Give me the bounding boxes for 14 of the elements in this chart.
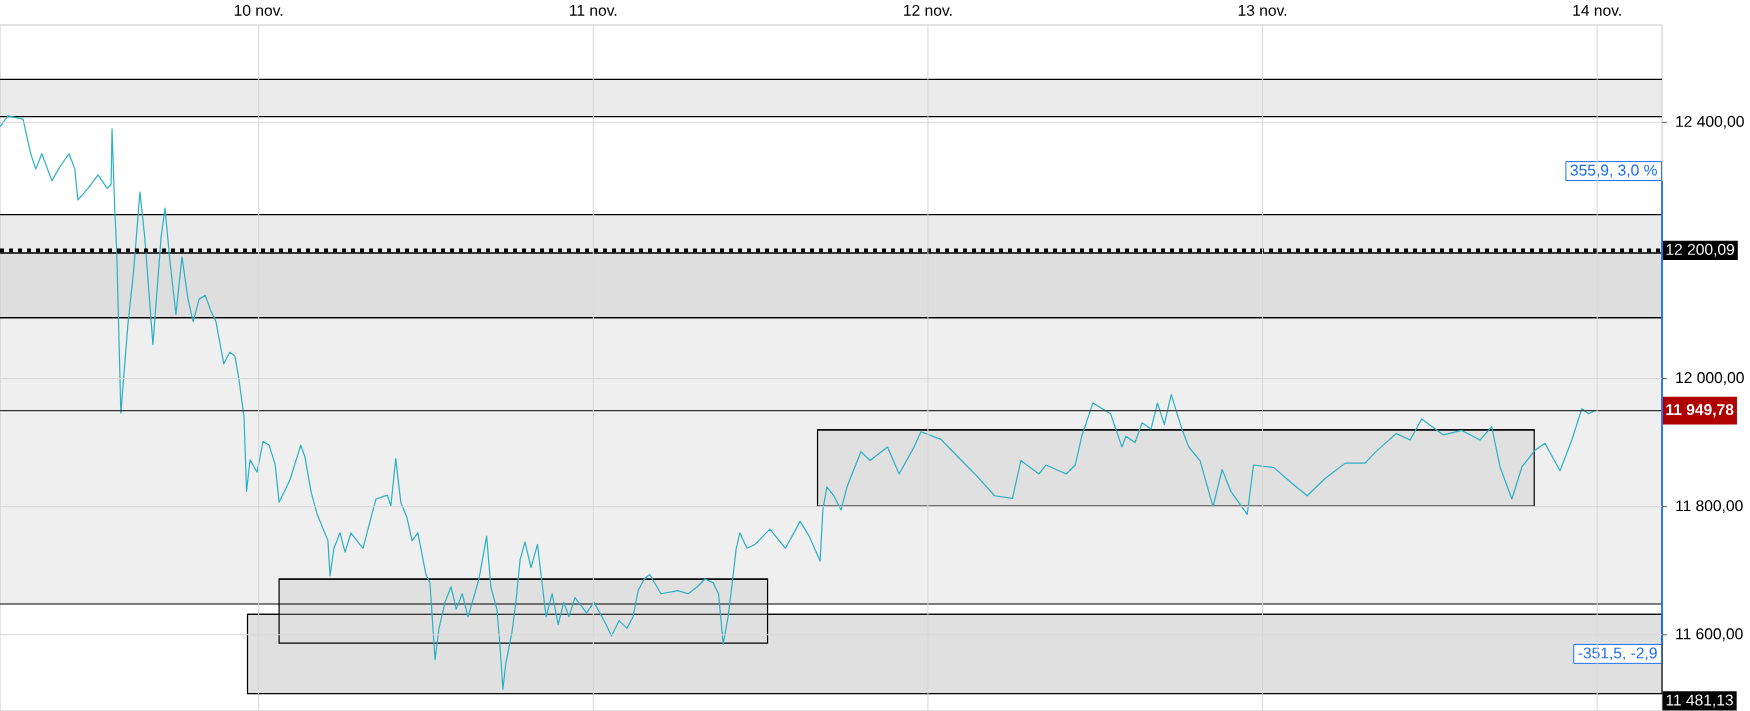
x-tick-label: 12 nov. bbox=[904, 4, 952, 16]
x-tick-label: 14 nov. bbox=[1573, 5, 1621, 16]
x-tick-label: 11 nov. bbox=[570, 5, 617, 16]
y-tick-label: 11 600,00 bbox=[1676, 628, 1743, 642]
annotation: 355,9, 3,0 % bbox=[1570, 164, 1657, 178]
y-tick-label: 11 800,00 bbox=[1676, 500, 1743, 514]
annotation: -351,5, -2,9 bbox=[1578, 647, 1657, 661]
x-tick-label: 10 nov. bbox=[234, 4, 283, 16]
text: 11 481,13 bbox=[1666, 694, 1733, 708]
ref-line-label: 11 949,78 bbox=[1666, 404, 1734, 418]
x-tick-label: 13 nov. bbox=[1238, 4, 1287, 16]
y-tick-label: 12 400,00 bbox=[1676, 115, 1744, 129]
y-tick-label: 12 000,00 bbox=[1676, 372, 1744, 386]
ref-line-label: 12 200,09 bbox=[1666, 243, 1735, 257]
